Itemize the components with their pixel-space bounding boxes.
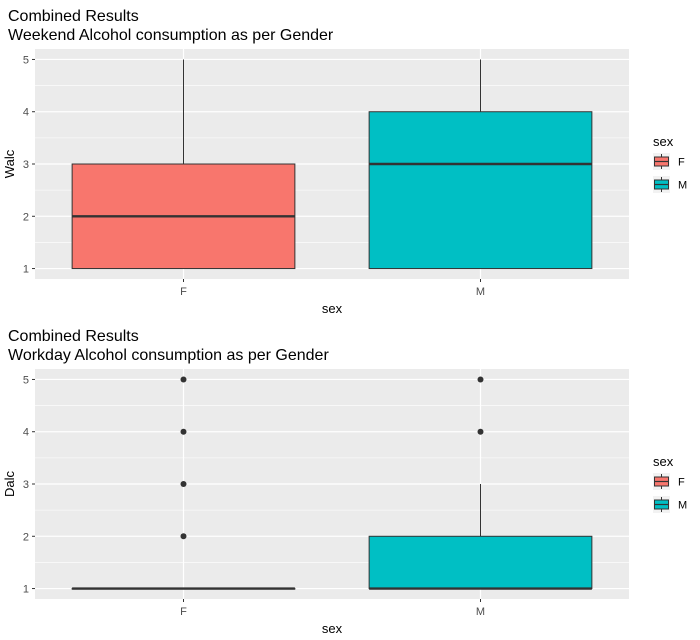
box-m xyxy=(368,59,593,270)
y-ticks: 1 2 3 4 5 xyxy=(23,54,35,276)
legend-title: sex xyxy=(653,134,674,149)
y-tick-label: 1 xyxy=(23,264,29,276)
legend-key-m xyxy=(653,496,670,513)
boxplots xyxy=(71,59,593,270)
y-tick-label: 5 xyxy=(23,374,29,386)
x-tick-label: F xyxy=(180,606,187,618)
outlier-point xyxy=(180,481,187,487)
y-tick-label: 5 xyxy=(23,54,29,66)
y-tick-label: 3 xyxy=(23,159,29,171)
legend-title: sex xyxy=(653,454,674,469)
y-axis-label: Dalc xyxy=(2,471,17,498)
y-tick-label: 2 xyxy=(23,211,29,223)
box-m xyxy=(368,376,593,590)
outlier-point xyxy=(180,428,187,435)
outlier-point xyxy=(180,533,187,540)
boxplots xyxy=(71,376,593,590)
box-f xyxy=(71,376,296,590)
legend-key-f xyxy=(653,153,670,170)
chart-title: Combined Results xyxy=(8,328,139,345)
legend-key-f xyxy=(653,473,670,490)
y-tick-label: 1 xyxy=(23,584,29,596)
chart-1: Combined Results Weekend Alcohol consumpt… xyxy=(2,8,687,316)
y-tick-label: 3 xyxy=(23,479,29,491)
x-axis-label: sex xyxy=(322,621,343,636)
y-ticks: 1 2 3 4 5 xyxy=(23,374,35,596)
outlier-point xyxy=(477,376,484,383)
legend-label: M xyxy=(678,180,687,192)
outlier-point xyxy=(180,376,187,383)
legend: sex FM xyxy=(653,454,687,513)
outlier-point xyxy=(477,428,484,435)
chart-title: Combined Results xyxy=(8,8,139,25)
x-tick-label: M xyxy=(476,606,485,618)
box-iqr xyxy=(368,535,593,590)
legend-key-m xyxy=(653,176,670,193)
y-tick-label: 4 xyxy=(23,107,29,119)
legend-label: F xyxy=(678,477,685,489)
legend-label: F xyxy=(678,157,685,169)
box-iqr xyxy=(368,111,593,270)
y-axis-label: Walc xyxy=(2,149,17,178)
chart-subtitle: Workday Alcohol consumption as per Gende… xyxy=(8,347,329,364)
y-tick-label: 2 xyxy=(23,531,29,543)
chart-subtitle: Weekend Alcohol consumption as per Gende… xyxy=(8,27,334,44)
legend: sex FM xyxy=(653,134,687,193)
x-axis-label: sex xyxy=(322,301,343,316)
chart-2: Combined Results Workday Alcohol consumpt… xyxy=(2,328,687,636)
x-tick-label: F xyxy=(180,286,187,298)
legend-label: M xyxy=(678,500,687,512)
y-tick-label: 4 xyxy=(23,427,29,439)
x-tick-label: M xyxy=(476,286,485,298)
box-f xyxy=(71,59,296,270)
